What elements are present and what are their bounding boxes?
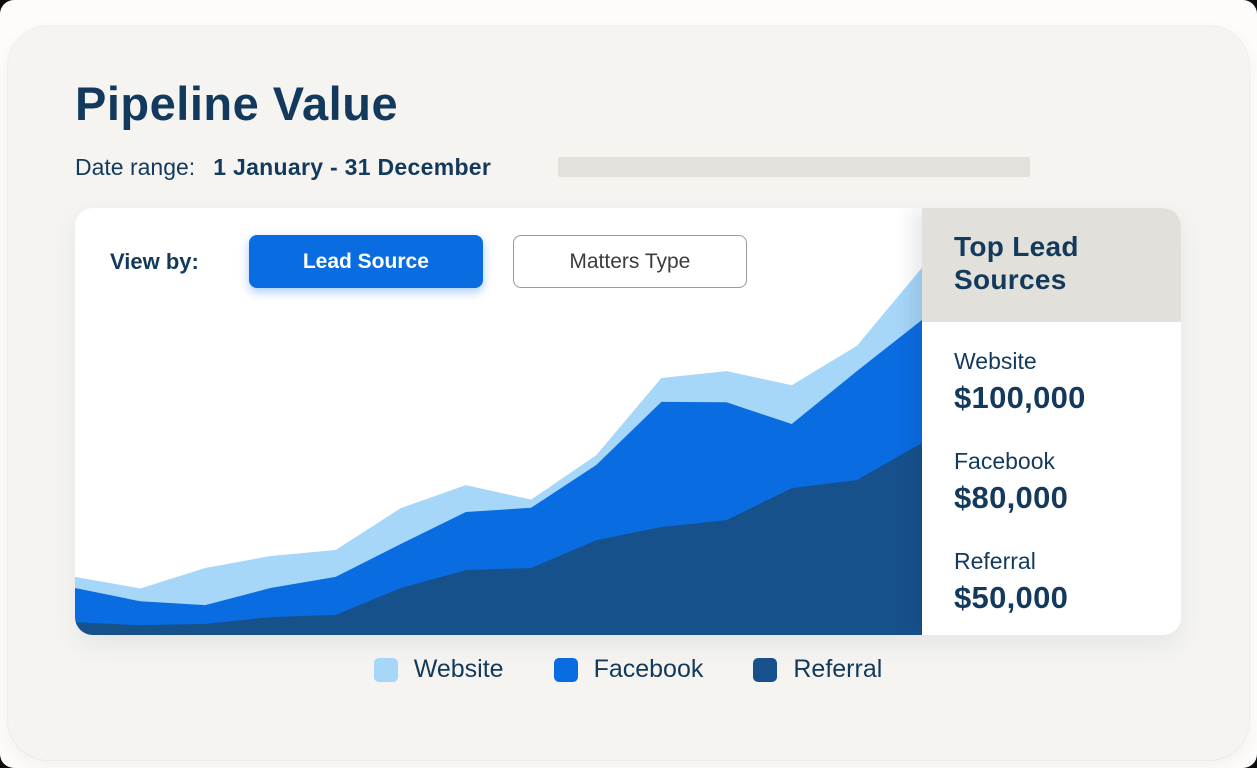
legend-label: Website (413, 655, 504, 683)
lead-source-name: Referral (954, 548, 1036, 574)
legend-item-referral: Referral (753, 655, 882, 684)
top-lead-sources-panel: Top Lead Sources Website $100,000 Facebo… (922, 208, 1181, 635)
top-lead-sources-title: Top Lead Sources (922, 208, 1181, 322)
legend-item-facebook: Facebook (553, 655, 704, 684)
date-range-row: Date range: 1 January - 31 December (75, 153, 491, 181)
chart-legend: Website Facebook Referral (75, 655, 1181, 684)
view-by-control: View by: Lead Source Matters Type (110, 235, 777, 288)
top-lead-sources-list: Website $100,000 Facebook $80,000 Referr… (922, 322, 1181, 616)
facebook-color-swatch (553, 657, 578, 682)
lead-source-name: Website (954, 348, 1037, 374)
website-color-swatch (373, 657, 398, 682)
view-by-option-0[interactable]: Lead Source (248, 235, 483, 288)
lead-source-item: Referral $50,000 (954, 548, 1181, 616)
date-range-label: Date range: (75, 153, 196, 180)
view-by-label: View by: (110, 248, 199, 274)
page-title: Pipeline Value (75, 77, 399, 130)
lead-source-item: Facebook $80,000 (954, 448, 1181, 516)
date-range-placeholder-bar (558, 157, 1030, 177)
legend-item-website: Website (373, 655, 504, 684)
lead-source-name: Facebook (954, 448, 1056, 474)
legend-label: Facebook (593, 655, 704, 683)
date-range-value: 1 January - 31 December (213, 153, 492, 180)
view-by-option-1[interactable]: Matters Type (512, 235, 747, 288)
lead-source-value: $80,000 (954, 480, 1069, 515)
area-referral (75, 442, 922, 635)
lead-source-value: $50,000 (954, 580, 1069, 615)
lead-source-value: $100,000 (954, 380, 1086, 415)
lead-source-item: Website $100,000 (954, 348, 1181, 416)
pipeline-chart-card: View by: Lead Source Matters Type Top Le… (75, 208, 1181, 635)
referral-color-swatch (753, 657, 778, 682)
pipeline-area-chart (75, 267, 922, 635)
legend-label: Referral (793, 655, 883, 683)
